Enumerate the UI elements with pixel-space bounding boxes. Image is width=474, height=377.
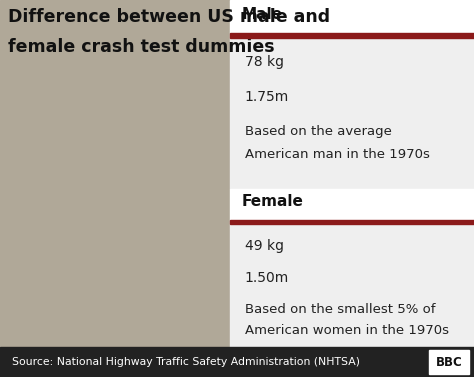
Text: Difference between US male and: Difference between US male and: [8, 8, 330, 26]
Text: Male: Male: [242, 7, 283, 22]
Text: 78 kg: 78 kg: [245, 55, 284, 69]
Text: BBC: BBC: [436, 356, 462, 368]
Bar: [230, 220, 474, 224]
Text: American women in the 1970s: American women in the 1970s: [245, 324, 449, 337]
Text: Female: Female: [242, 194, 304, 209]
Bar: [0, 0, 230, 347]
Text: Based on the smallest 5% of: Based on the smallest 5% of: [245, 303, 436, 316]
Text: female crash test dummies: female crash test dummies: [8, 38, 274, 56]
Bar: [230, 0, 474, 38]
Bar: [429, 350, 469, 374]
Text: 1.75m: 1.75m: [245, 90, 289, 104]
Bar: [230, 224, 474, 347]
Text: 1.50m: 1.50m: [245, 271, 289, 285]
Bar: [230, 189, 474, 224]
Bar: [230, 38, 474, 189]
Text: Source: National Highway Traffic Safety Administration (NHTSA): Source: National Highway Traffic Safety …: [12, 357, 360, 367]
Bar: [230, 34, 474, 38]
Bar: [0, 347, 474, 377]
Text: Based on the average: Based on the average: [245, 125, 392, 138]
Text: 49 kg: 49 kg: [245, 239, 284, 253]
Text: American man in the 1970s: American man in the 1970s: [245, 148, 430, 161]
